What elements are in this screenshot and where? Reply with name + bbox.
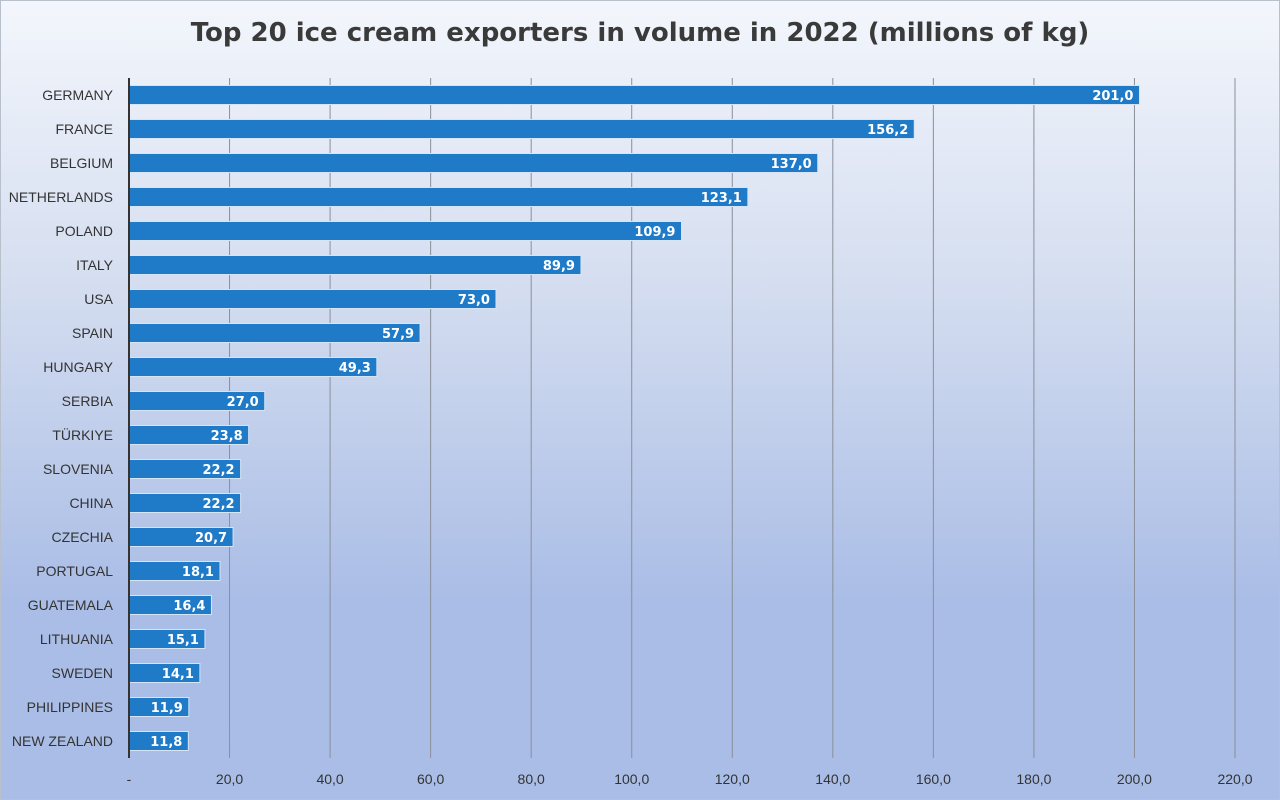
bar [128, 85, 1140, 105]
x-tick-label: 220,0 [1217, 771, 1252, 787]
category-label: ITALY [76, 257, 113, 273]
category-label: BELGIUM [50, 155, 113, 171]
category-label: SPAIN [72, 325, 113, 341]
data-label: 49,3 [339, 361, 371, 376]
bar [128, 153, 819, 173]
category-label: HUNGARY [43, 359, 113, 375]
data-label: 22,2 [203, 497, 235, 512]
data-label: 20,7 [195, 531, 227, 546]
category-label: NEW ZEALAND [12, 733, 113, 749]
data-label: 11,9 [151, 701, 183, 716]
category-label: SWEDEN [52, 665, 113, 681]
category-label: CZECHIA [52, 529, 114, 545]
bar [128, 289, 497, 309]
data-label: 18,1 [182, 565, 214, 580]
category-label: NETHERLANDS [9, 189, 113, 205]
chart-title: Top 20 ice cream exporters in volume in … [190, 18, 1090, 48]
bar [128, 323, 421, 343]
data-label: 22,2 [203, 463, 235, 478]
data-label: 14,1 [162, 667, 194, 682]
bar [128, 221, 682, 241]
data-label: 123,1 [701, 191, 742, 206]
category-label: PORTUGAL [36, 563, 113, 579]
x-tick-label: 140,0 [815, 771, 850, 787]
x-tick-label: 20,0 [216, 771, 243, 787]
data-label: 23,8 [211, 429, 243, 444]
bar [128, 119, 915, 139]
category-label: PHILIPPINES [27, 699, 113, 715]
x-tick-label: 180,0 [1016, 771, 1051, 787]
data-label: 73,0 [458, 293, 490, 308]
data-label: 15,1 [167, 633, 199, 648]
data-label: 201,0 [1092, 89, 1133, 104]
category-label: GERMANY [42, 87, 113, 103]
data-label: 156,2 [867, 123, 908, 138]
data-label: 57,9 [382, 327, 414, 342]
data-label: 27,0 [227, 395, 259, 410]
category-label: SERBIA [62, 393, 114, 409]
bar [128, 255, 582, 275]
x-tick-label: 120,0 [715, 771, 750, 787]
x-tick-label: 80,0 [518, 771, 545, 787]
data-label: 89,9 [543, 259, 575, 274]
category-label: POLAND [55, 223, 113, 239]
data-label: 11,8 [150, 735, 182, 750]
category-label: CHINA [69, 495, 113, 511]
x-tick-label: 60,0 [417, 771, 444, 787]
data-label: 137,0 [771, 157, 812, 172]
data-label: 16,4 [173, 599, 205, 614]
category-label: SLOVENIA [43, 461, 114, 477]
category-label: USA [84, 291, 113, 307]
data-label: 109,9 [634, 225, 675, 240]
x-tick-label: - [127, 771, 132, 787]
x-tick-label: 200,0 [1117, 771, 1152, 787]
bar [128, 187, 749, 207]
category-label: GUATEMALA [28, 597, 114, 613]
category-label: FRANCE [55, 121, 113, 137]
category-label: LITHUANIA [40, 631, 114, 647]
x-tick-label: 160,0 [916, 771, 951, 787]
category-label: TÜRKIYE [52, 426, 113, 443]
x-tick-label: 40,0 [316, 771, 343, 787]
x-tick-label: 100,0 [614, 771, 649, 787]
